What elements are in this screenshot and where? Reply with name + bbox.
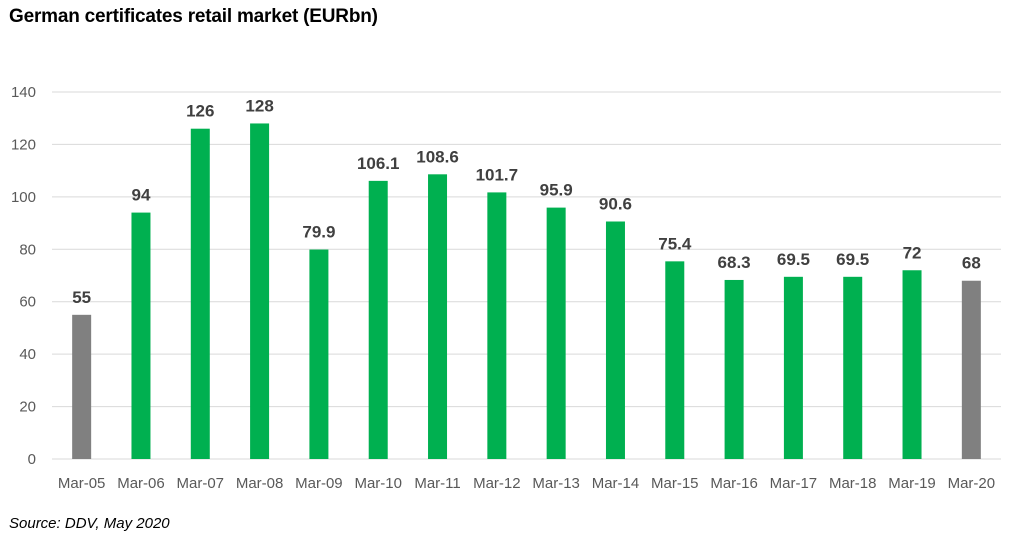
data-labels: 55 94 126 128 79.9 106.1 108.6 101.7 95.9 90.6 75.…	[72, 96, 981, 306]
source-note: Source: DDV, May 2020	[9, 515, 170, 532]
bar	[961, 280, 981, 459]
data-label: 75.4	[658, 234, 692, 253]
x-tick-label: Mar-19	[888, 475, 936, 492]
data-label: 126	[186, 102, 214, 121]
data-label: 55	[72, 288, 91, 307]
data-label: 128	[245, 96, 273, 115]
y-tick-label: 60	[19, 294, 36, 311]
bar	[724, 279, 744, 459]
data-label: 95.9	[540, 181, 573, 200]
data-label: 90.6	[599, 194, 632, 213]
bar	[605, 221, 625, 459]
x-tick-label: Mar-09	[295, 475, 343, 492]
bars	[72, 123, 981, 460]
y-tick-label: 20	[19, 399, 36, 416]
data-label: 101.7	[476, 165, 519, 184]
bar	[309, 249, 329, 459]
y-tick-label: 140	[11, 84, 36, 101]
x-tick-label: Mar-17	[770, 475, 818, 492]
y-tick-label: 100	[11, 189, 36, 206]
data-label: 106.1	[357, 154, 400, 173]
data-label: 72	[903, 243, 922, 262]
y-tick-label: 120	[11, 136, 36, 153]
bar	[131, 212, 151, 459]
y-axis-tick-labels: 0 20 40 60 80 100 120 140	[11, 84, 36, 468]
y-tick-label: 80	[19, 241, 36, 258]
data-label: 68.3	[718, 253, 751, 272]
bar	[665, 261, 685, 459]
x-tick-label: Mar-14	[592, 475, 640, 492]
data-label: 108.6	[416, 147, 459, 166]
bar	[783, 276, 803, 459]
data-label: 68	[962, 254, 981, 273]
x-tick-label: Mar-13	[532, 475, 580, 492]
data-label: 94	[132, 186, 151, 205]
x-tick-label: Mar-18	[829, 475, 877, 492]
x-tick-label: Mar-12	[473, 475, 521, 492]
x-tick-label: Mar-07	[177, 475, 225, 492]
data-label: 69.5	[777, 250, 810, 269]
bar	[843, 276, 863, 459]
bar	[428, 174, 448, 459]
x-tick-label: Mar-08	[236, 475, 284, 492]
bar	[902, 270, 922, 459]
x-axis-tick-labels: Mar-05 Mar-06 Mar-07 Mar-08 Mar-09 Mar-10 Mar-…	[58, 475, 995, 492]
gridlines	[52, 91, 1001, 460]
x-tick-label: Mar-15	[651, 475, 699, 492]
y-tick-label: 40	[19, 346, 36, 363]
bar	[487, 192, 507, 460]
data-label: 79.9	[302, 223, 335, 242]
bar	[72, 314, 92, 459]
bar	[250, 123, 270, 459]
x-tick-label: Mar-11	[414, 475, 460, 492]
bar	[190, 128, 210, 459]
x-tick-label: Mar-16	[710, 475, 758, 492]
x-tick-label: Mar-10	[354, 475, 402, 492]
x-tick-label: Mar-20	[948, 475, 996, 492]
bar	[368, 180, 388, 459]
x-tick-label: Mar-05	[58, 475, 106, 492]
y-tick-label: 0	[28, 451, 36, 468]
data-label: 69.5	[836, 250, 869, 269]
chart-title: German certificates retail market (EURbn…	[9, 6, 378, 27]
x-tick-label: Mar-06	[117, 475, 165, 492]
bar	[546, 207, 566, 459]
